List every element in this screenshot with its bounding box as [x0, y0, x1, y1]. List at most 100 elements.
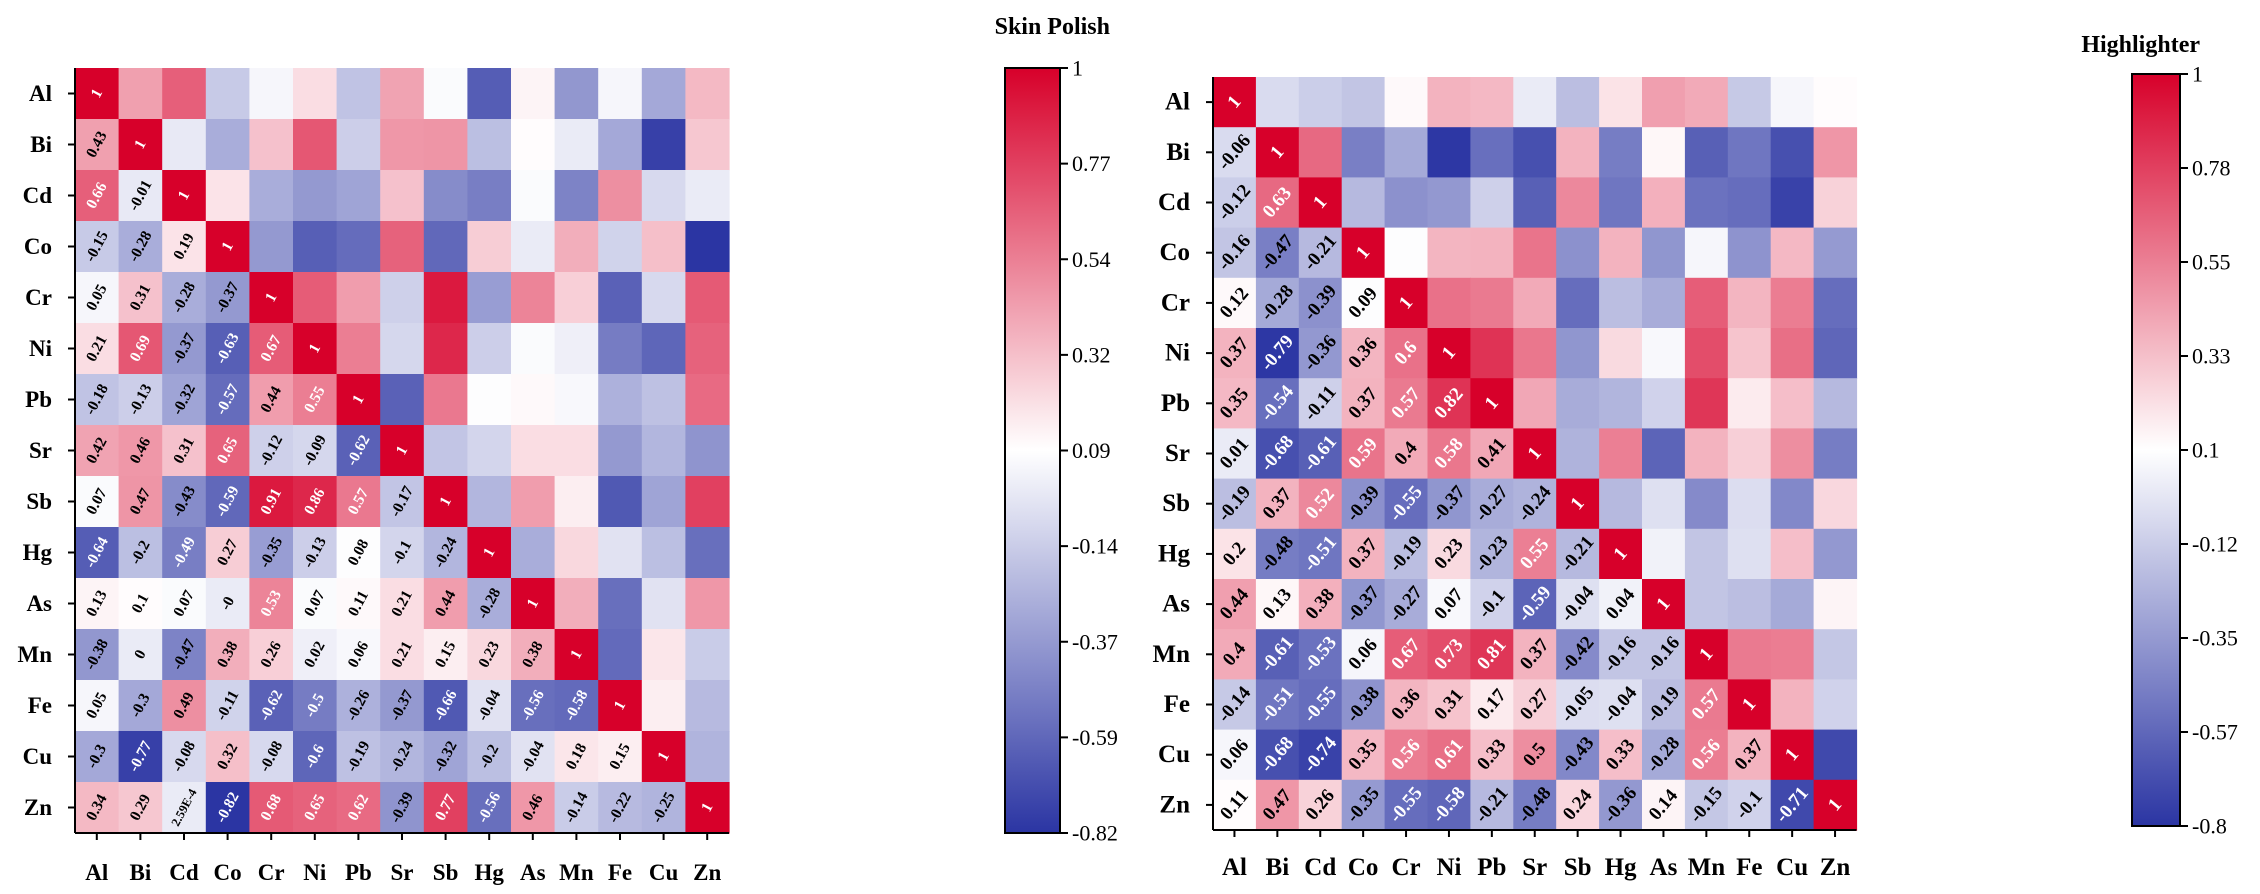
heatmap-cell: [423, 476, 468, 528]
heatmap-cell: [554, 68, 599, 120]
heatmap-cell: [554, 476, 599, 528]
heatmap-cell: [641, 680, 686, 732]
heatmap-cell: [641, 221, 686, 273]
heatmap-cell: [75, 221, 120, 273]
heatmap-cell: [1684, 277, 1729, 329]
heatmap-cell: [336, 272, 381, 324]
heatmap-cell: [162, 527, 207, 579]
heatmap-cell: [1384, 227, 1429, 279]
column-label: Fe: [1736, 854, 1762, 881]
heatmap-cell: [467, 629, 512, 681]
heatmap-cell: [1642, 227, 1686, 279]
heatmap-cell: [1513, 77, 1557, 128]
skin-polish-heatmap: 10.43 10.66 -0.01 1-0.15 -0.28 0.19 10.05 0.31-…: [18, 14, 1118, 885]
heatmap-cell: [685, 476, 730, 528]
heatmap-cell: [1213, 729, 1257, 781]
heatmap-cell: [554, 578, 599, 630]
column-label: Bi: [130, 860, 152, 885]
heatmap-cell: [1427, 428, 1471, 480]
heatmap-cell: [1341, 679, 1386, 731]
heatmap-cell: [1684, 528, 1729, 580]
colorbar-tick-label: -0.59: [1072, 725, 1118, 750]
column-label: Fe: [608, 860, 632, 885]
heatmap-cell: [467, 782, 512, 834]
colorbar: [1004, 67, 1061, 834]
heatmap-cell: [423, 425, 468, 477]
row-label: Al: [29, 81, 52, 106]
heatmap-cell: [685, 170, 730, 222]
heatmap-cell: [1727, 378, 1772, 429]
colorbar-tick-label: 0.32: [1072, 342, 1111, 367]
heatmap-cell: [380, 527, 425, 579]
heatmap-cell: [1684, 428, 1729, 480]
heatmap-cell: [1513, 177, 1557, 229]
row-label: Cd: [1158, 189, 1190, 216]
column-label: Zn: [693, 860, 721, 885]
heatmap-cell: [598, 782, 643, 834]
heatmap-cell: [467, 119, 512, 171]
heatmap-cell: [1599, 177, 1643, 229]
heatmap-cell: [1599, 378, 1643, 429]
row-label: Sr: [29, 438, 52, 463]
heatmap-cell: [293, 527, 338, 579]
heatmap-cell: [118, 782, 163, 834]
heatmap-cell: [1298, 328, 1343, 379]
heatmap-cell: [75, 119, 120, 171]
heatmap-cell: [685, 680, 730, 732]
heatmap-cell: [598, 629, 643, 681]
heatmap-cell: [511, 68, 556, 120]
heatmap-cell: [1513, 779, 1557, 831]
heatmap-cell: [249, 323, 294, 375]
heatmap-cell: [1427, 378, 1471, 429]
heatmap-cell: [75, 323, 120, 375]
heatmap-cell: [1770, 579, 1815, 630]
heatmap-cell: [380, 119, 425, 171]
heatmap-cell: [336, 170, 381, 222]
heatmap-cell: [1298, 679, 1343, 731]
heatmap-cell: [685, 629, 730, 681]
heatmap-cell: [1384, 729, 1429, 781]
row-label: Cu: [23, 744, 53, 769]
heatmap-cell: [1384, 528, 1429, 580]
heatmap-cell: [205, 425, 250, 477]
heatmap-cell: [1727, 328, 1772, 379]
column-label: Cd: [1304, 854, 1336, 881]
heatmap-cell: [1770, 378, 1815, 429]
heatmap-cell: [1684, 729, 1729, 781]
heatmap-cell: [1298, 127, 1343, 178]
heatmap-cell: [118, 476, 163, 528]
heatmap-cell: [1684, 127, 1729, 178]
column-label: Sr: [1522, 854, 1547, 881]
heatmap-cell: [249, 578, 294, 630]
heatmap-cell: [75, 272, 120, 324]
heatmap-cell: [1513, 378, 1557, 429]
heatmap-cell: [1813, 528, 1858, 580]
heatmap-cell: [1255, 729, 1300, 781]
heatmap-cell: [1599, 328, 1643, 379]
heatmap-cell: [1213, 478, 1257, 530]
column-label: Cr: [258, 860, 285, 885]
heatmap-cell: [1813, 478, 1858, 530]
heatmap-cell: [467, 323, 512, 375]
heatmap-cell: [1384, 679, 1429, 731]
heatmap-cell: [1255, 328, 1300, 379]
heatmap-cell: [1556, 227, 1600, 279]
heatmap-cell: [423, 374, 468, 426]
heatmap-cell: [641, 527, 686, 579]
heatmap-cell: [1727, 127, 1772, 178]
heatmap-cell: [1427, 528, 1471, 580]
heatmap-cell: [423, 221, 468, 273]
column-label: Hg: [475, 860, 505, 885]
heatmap-cell: [598, 476, 643, 528]
heatmap-cell: [118, 272, 163, 324]
heatmap-cell: [1341, 729, 1386, 781]
column-label: Ni: [303, 860, 327, 885]
heatmap-cell: [336, 578, 381, 630]
colorbar-tick-label: 0.78: [2192, 156, 2231, 181]
heatmap-cell: [641, 68, 686, 120]
heatmap-cell: [1556, 328, 1600, 379]
heatmap-cell: [1341, 328, 1386, 379]
row-label: Bi: [30, 132, 52, 157]
heatmap-cell: [293, 629, 338, 681]
column-label: Sb: [1564, 854, 1592, 881]
